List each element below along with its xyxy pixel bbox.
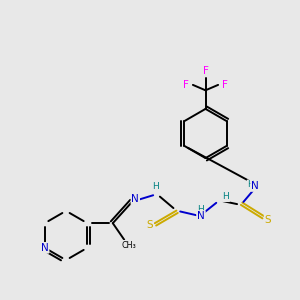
Text: CH₃: CH₃ bbox=[121, 241, 136, 250]
Text: H: H bbox=[152, 182, 159, 191]
Text: N: N bbox=[131, 194, 139, 204]
Text: S: S bbox=[146, 220, 153, 230]
Text: F: F bbox=[202, 66, 208, 76]
Text: N: N bbox=[41, 243, 49, 253]
Text: H: H bbox=[223, 192, 229, 201]
Text: S: S bbox=[265, 215, 271, 225]
Text: F: F bbox=[222, 80, 228, 90]
Text: H: H bbox=[248, 180, 254, 189]
Text: N: N bbox=[251, 181, 259, 191]
Text: H: H bbox=[197, 205, 204, 214]
Text: N: N bbox=[197, 211, 205, 221]
Text: F: F bbox=[183, 80, 189, 90]
